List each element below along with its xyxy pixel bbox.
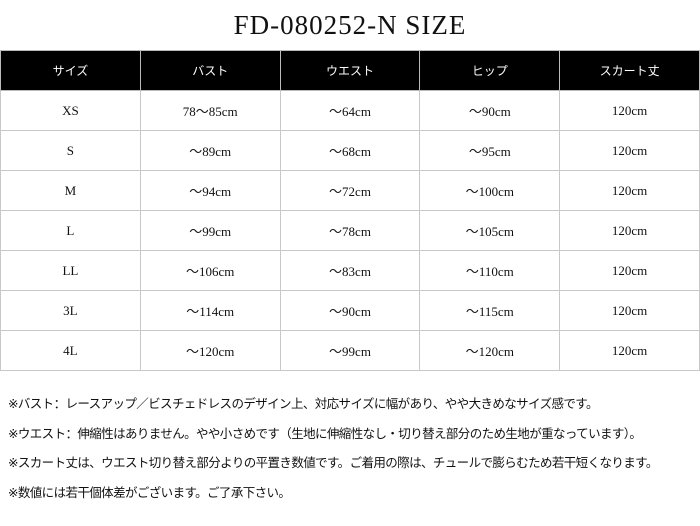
table-cell: 〜99cm xyxy=(279,330,421,371)
table-header-row: サイズ バスト ウエスト ヒップ スカート丈 xyxy=(0,50,700,91)
table-cell: 〜110cm xyxy=(419,250,561,291)
table-cell: 〜64cm xyxy=(279,90,421,131)
header-bust: バスト xyxy=(139,50,281,91)
table-cell: 〜99cm xyxy=(139,210,281,251)
table-cell: 〜95cm xyxy=(419,130,561,171)
table-cell: 〜90cm xyxy=(279,290,421,331)
table-row: LL 〜106cm 〜83cm 〜110cm 120cm xyxy=(0,250,700,291)
table-cell: 120cm xyxy=(559,210,700,251)
table-cell: 〜68cm xyxy=(279,130,421,171)
table-cell: 〜83cm xyxy=(279,250,421,291)
size-table: サイズ バスト ウエスト ヒップ スカート丈 XS 78〜85cm 〜64cm 〜90… xyxy=(0,50,700,371)
table-cell: 120cm xyxy=(559,250,700,291)
table-cell: 〜115cm xyxy=(419,290,561,331)
table-row: S 〜89cm 〜68cm 〜95cm 120cm xyxy=(0,130,700,171)
table-cell: 120cm xyxy=(559,90,700,131)
header-size: サイズ xyxy=(0,50,141,91)
table-cell: 120cm xyxy=(559,330,700,371)
table-cell: 78〜85cm xyxy=(139,90,281,131)
table-cell: 〜120cm xyxy=(419,330,561,371)
table-cell: XS xyxy=(0,90,141,131)
table-cell: 〜106cm xyxy=(139,250,281,291)
table-row: 3L 〜114cm 〜90cm 〜115cm 120cm xyxy=(0,290,700,331)
table-cell: S xyxy=(0,130,141,171)
table-cell: 120cm xyxy=(559,290,700,331)
note-skirt: ※スカート丈は、ウエスト切り替え部分よりの平置き数値です。ご着用の際は、チュール… xyxy=(8,455,658,470)
table-cell: 〜72cm xyxy=(279,170,421,211)
note-bust: ※バスト：レースアップ／ビスチェドレスのデザイン上、対応サイズに幅があり、やや大… xyxy=(8,396,598,411)
table-cell: 〜94cm xyxy=(139,170,281,211)
table-cell: 4L xyxy=(0,330,141,371)
notes: ※バスト：レースアップ／ビスチェドレスのデザイン上、対応サイズに幅があり、やや大… xyxy=(8,393,658,511)
header-waist: ウエスト xyxy=(279,50,421,91)
table-cell: L xyxy=(0,210,141,251)
table-cell: 120cm xyxy=(559,170,700,211)
table-row: 4L 〜120cm 〜99cm 〜120cm 120cm xyxy=(0,330,700,371)
header-hip: ヒップ xyxy=(419,50,561,91)
table-cell: 〜90cm xyxy=(419,90,561,131)
note-variance: ※数値には若干個体差がございます。ご了承下さい。 xyxy=(8,484,291,500)
note-waist: ※ウエスト：伸縮性はありません。やや小さめです（生地に伸縮性なし・切り替え部分の… xyxy=(8,425,642,441)
table-cell: 〜105cm xyxy=(419,210,561,251)
table-cell: 120cm xyxy=(559,130,700,171)
page-title: FD-080252-N SIZE xyxy=(233,10,467,40)
header-skirt-length: スカート丈 xyxy=(559,50,700,91)
table-cell: 〜120cm xyxy=(139,330,281,371)
table-cell: LL xyxy=(0,250,141,291)
table-row: M 〜94cm 〜72cm 〜100cm 120cm xyxy=(0,170,700,211)
table-cell: 3L xyxy=(0,290,141,331)
table-row: L 〜99cm 〜78cm 〜105cm 120cm xyxy=(0,210,700,251)
table-cell: 〜78cm xyxy=(279,210,421,251)
table-row: XS 78〜85cm 〜64cm 〜90cm 120cm xyxy=(0,90,700,131)
table-cell: 〜89cm xyxy=(139,130,281,171)
table-cell: M xyxy=(0,170,141,211)
table-cell: 〜100cm xyxy=(419,170,561,211)
table-cell: 〜114cm xyxy=(139,290,281,331)
